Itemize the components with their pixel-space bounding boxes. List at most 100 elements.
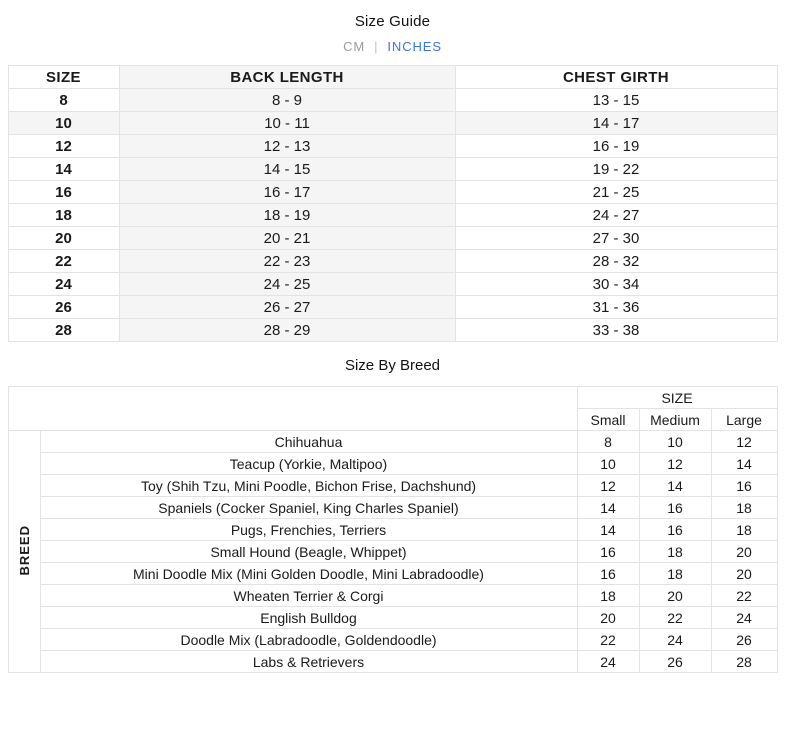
back-length-cell: 14 - 15 <box>118 157 456 181</box>
breed-name-cell: Wheaten Terrier & Corgi <box>39 584 578 607</box>
size-by-breed-table: SIZE Small Medium Large BREED Chihuahua 8 1… <box>7 386 778 673</box>
back-length-cell: 26 - 27 <box>118 295 456 319</box>
chest-girth-cell: 31 - 36 <box>454 295 778 319</box>
size-cell: 14 <box>7 157 120 181</box>
unit-tab-inches[interactable]: INCHES <box>387 39 442 54</box>
breed-name-cell: Mini Doodle Mix (Mini Golden Doodle, Min… <box>39 562 578 585</box>
size-value-cell-small: 8 <box>576 430 640 453</box>
size-value-cell-large: 12 <box>710 430 778 453</box>
unit-toggle: CM | INCHES <box>0 39 785 54</box>
size-value-cell-large: 16 <box>710 474 778 497</box>
size-value-cell-small: 24 <box>576 650 640 673</box>
size-value-cell-small: 18 <box>576 584 640 607</box>
unit-tab-cm[interactable]: CM <box>343 39 366 54</box>
size-cell: 26 <box>7 295 120 319</box>
back-length-cell: 20 - 21 <box>118 226 456 250</box>
size-table-row[interactable]: 22 22 - 23 28 - 32 <box>7 249 778 273</box>
chest-girth-cell: 16 - 19 <box>454 134 778 158</box>
size-cell: 22 <box>7 249 120 273</box>
back-length-cell: 24 - 25 <box>118 272 456 296</box>
size-value-cell-large: 26 <box>710 628 778 651</box>
breed-name-cell: Pugs, Frenchies, Terriers <box>39 518 578 541</box>
chest-girth-cell: 14 - 17 <box>454 111 778 135</box>
size-value-cell-medium: 24 <box>638 628 712 651</box>
size-value-cell-medium: 16 <box>638 518 712 541</box>
breed-table-row: BREED Chihuahua 8 10 12 <box>7 430 778 673</box>
size-cell: 24 <box>7 272 120 296</box>
size-table-row[interactable]: 18 18 - 19 24 - 27 <box>7 203 778 227</box>
size-value-cell-medium: 22 <box>638 606 712 629</box>
breed-name-cell: Chihuahua <box>39 430 578 453</box>
breed-name-cell: Small Hound (Beagle, Whippet) <box>39 540 578 563</box>
page-title: Size Guide <box>354 13 431 30</box>
column-header-size: SIZE <box>7 65 120 89</box>
size-value-cell-large: 20 <box>710 562 778 585</box>
back-length-cell: 18 - 19 <box>118 203 456 227</box>
chest-girth-cell: 30 - 34 <box>454 272 778 296</box>
size-table-header-row: SIZE BACK LENGTH CHEST GIRTH <box>7 65 778 89</box>
chest-girth-cell: 28 - 32 <box>454 249 778 273</box>
size-table-row[interactable]: 10 10 - 11 14 - 17 <box>7 111 778 135</box>
chest-girth-cell: 21 - 25 <box>454 180 778 204</box>
size-table-row[interactable]: 26 26 - 27 31 - 36 <box>7 295 778 319</box>
size-value-cell-small: 14 <box>576 496 640 519</box>
breed-table-row: Small Hound (Beagle, Whippet) 16 18 20 <box>8 540 778 563</box>
size-value-cell-large: 24 <box>710 606 778 629</box>
column-header-large: Large <box>710 408 778 431</box>
back-length-cell: 22 - 23 <box>118 249 456 273</box>
size-table-row[interactable]: 14 14 - 15 19 - 22 <box>7 157 778 181</box>
chest-girth-cell: 33 - 38 <box>454 318 778 342</box>
breed-axis-label-text: BREED <box>16 524 32 576</box>
size-table-row[interactable]: 24 24 - 25 30 - 34 <box>7 272 778 296</box>
breed-section-title: Size By Breed <box>344 357 441 374</box>
size-value-cell-small: 10 <box>576 452 640 475</box>
chest-girth-cell: 27 - 30 <box>454 226 778 250</box>
size-value-cell-large: 18 <box>710 518 778 541</box>
size-table-row[interactable]: 16 16 - 17 21 - 25 <box>7 180 778 204</box>
size-value-cell-medium: 14 <box>638 474 712 497</box>
breed-table-row: Teacup (Yorkie, Maltipoo) 10 12 14 <box>8 452 778 475</box>
size-value-cell-large: 20 <box>710 540 778 563</box>
size-value-cell-large: 18 <box>710 496 778 519</box>
breed-table-group-header-row: SIZE <box>7 386 778 431</box>
size-value-cell-small: 16 <box>576 562 640 585</box>
size-value-cell-small: 12 <box>576 474 640 497</box>
size-value-cell-medium: 18 <box>638 540 712 563</box>
size-cell: 20 <box>7 226 120 250</box>
size-value-cell-medium: 12 <box>638 452 712 475</box>
size-value-cell-large: 28 <box>710 650 778 673</box>
chest-girth-cell: 19 - 22 <box>454 157 778 181</box>
size-cell: 12 <box>7 134 120 158</box>
size-value-cell-medium: 18 <box>638 562 712 585</box>
size-value-cell-medium: 20 <box>638 584 712 607</box>
chest-girth-cell: 24 - 27 <box>454 203 778 227</box>
size-value-cell-small: 20 <box>576 606 640 629</box>
back-length-cell: 16 - 17 <box>118 180 456 204</box>
breed-name-cell: Labs & Retrievers <box>39 650 578 673</box>
size-cell: 18 <box>7 203 120 227</box>
breed-name-cell: Spaniels (Cocker Spaniel, King Charles S… <box>39 496 578 519</box>
column-header-small: Small <box>576 408 640 431</box>
back-length-cell: 8 - 9 <box>118 88 456 112</box>
size-value-cell-medium: 10 <box>638 430 712 453</box>
size-table-row[interactable]: 20 20 - 21 27 - 30 <box>7 226 778 250</box>
back-length-cell: 28 - 29 <box>118 318 456 342</box>
breed-name-cell: Toy (Shih Tzu, Mini Poodle, Bichon Frise… <box>39 474 578 497</box>
size-cell: 28 <box>7 318 120 342</box>
corner-blank-cell <box>7 386 578 431</box>
size-cell: 10 <box>7 111 120 135</box>
size-table-row[interactable]: 12 12 - 13 16 - 19 <box>7 134 778 158</box>
back-length-cell: 10 - 11 <box>118 111 456 135</box>
breed-name-cell: English Bulldog <box>39 606 578 629</box>
chest-girth-cell: 13 - 15 <box>454 88 778 112</box>
size-value-cell-medium: 16 <box>638 496 712 519</box>
size-value-cell-large: 14 <box>710 452 778 475</box>
size-value-cell-large: 22 <box>710 584 778 607</box>
back-length-cell: 12 - 13 <box>118 134 456 158</box>
column-header-chest-girth: CHEST GIRTH <box>454 65 778 89</box>
size-value-cell-small: 14 <box>576 518 640 541</box>
size-table-row[interactable]: 28 28 - 29 33 - 38 <box>7 318 778 342</box>
size-cell: 8 <box>7 88 120 112</box>
